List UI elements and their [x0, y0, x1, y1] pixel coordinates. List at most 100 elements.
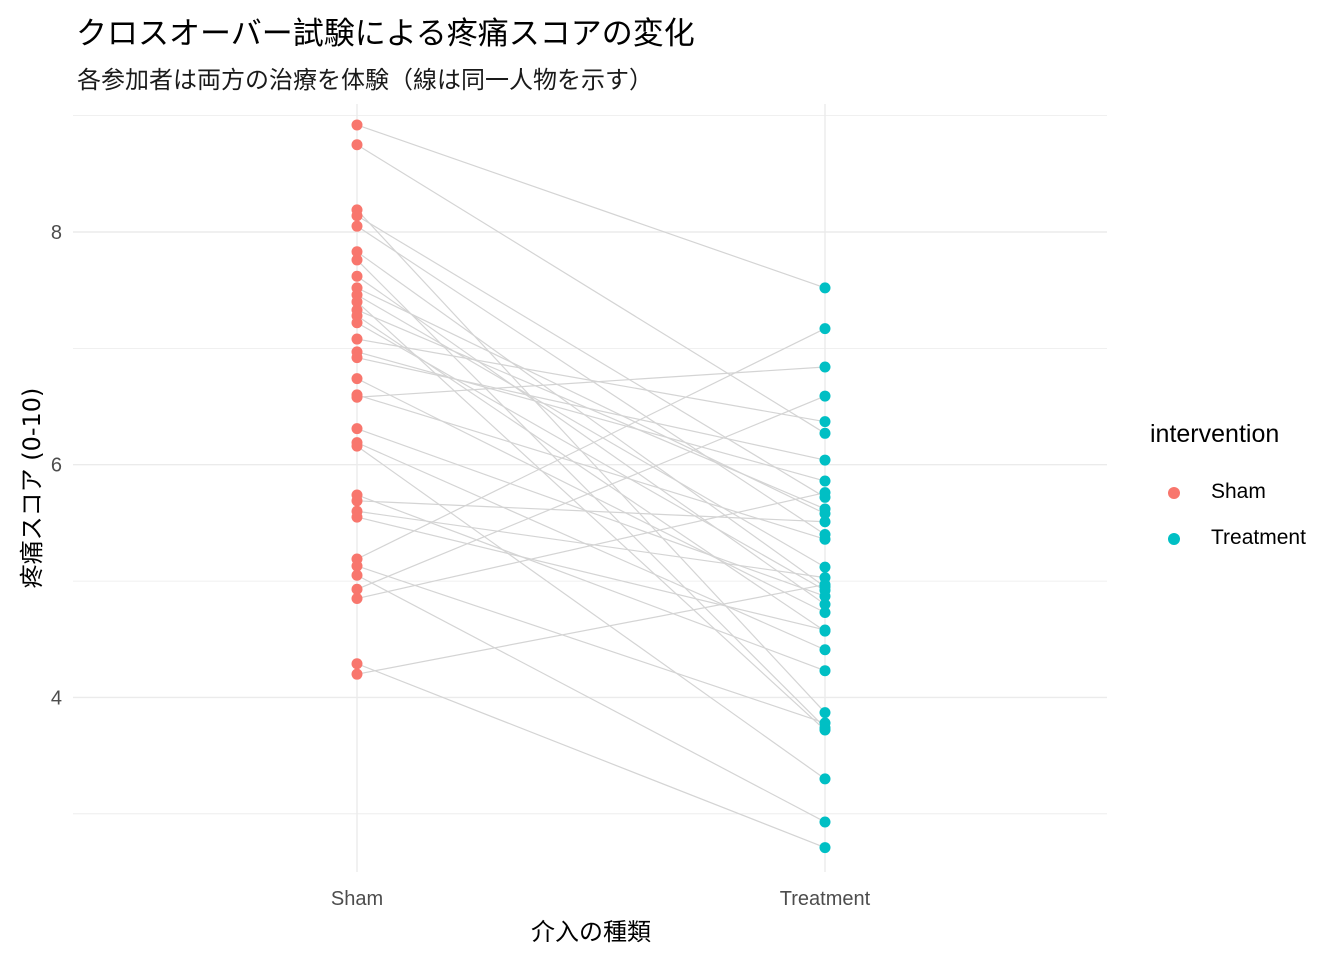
point-sham	[351, 495, 363, 507]
legend: intervention Sham Treatment	[1150, 420, 1306, 549]
y-tick-label: 4	[51, 687, 62, 709]
point-treatment	[819, 773, 831, 785]
legend-key-treatment	[1168, 533, 1180, 545]
participant-line	[356, 259, 826, 729]
x-tick-labels: Sham Treatment	[331, 888, 871, 910]
participant-line	[356, 322, 826, 591]
point-sham	[351, 583, 363, 595]
chart-title: クロスオーバー試験による疼痛スコアの変化	[76, 16, 695, 52]
point-sham	[351, 668, 363, 680]
legend-label-sham: Sham	[1211, 480, 1266, 503]
legend-label-treatment: Treatment	[1211, 526, 1306, 549]
point-treatment	[819, 665, 831, 677]
data-points	[351, 119, 831, 854]
point-sham	[351, 391, 363, 403]
participant-line	[356, 215, 826, 498]
x-tick-label: Sham	[331, 888, 383, 910]
y-tick-label: 8	[51, 222, 62, 244]
point-treatment	[819, 590, 831, 602]
point-treatment	[819, 503, 831, 515]
point-sham	[351, 423, 363, 435]
point-sham	[351, 246, 363, 258]
point-treatment	[819, 454, 831, 466]
point-treatment	[819, 416, 831, 428]
participant-line	[356, 394, 826, 540]
legend-item-treatment: Treatment	[1150, 524, 1344, 554]
participant-line	[356, 492, 826, 600]
participant-line	[356, 315, 826, 632]
point-sham	[351, 658, 363, 670]
participant-line	[356, 510, 826, 579]
participant-line	[356, 395, 826, 590]
point-treatment	[819, 717, 831, 729]
point-sham	[351, 270, 363, 282]
participant-line	[356, 338, 826, 423]
point-sham	[351, 373, 363, 385]
point-sham	[351, 569, 363, 581]
point-sham	[351, 333, 363, 345]
grid-lines	[73, 104, 1107, 872]
participant-line	[356, 583, 826, 675]
point-treatment	[819, 624, 831, 636]
participant-line	[356, 663, 826, 849]
point-sham	[351, 560, 363, 572]
y-tick-labels: 4 6 8	[51, 222, 62, 709]
participant-line	[356, 378, 826, 614]
point-treatment	[819, 579, 831, 591]
point-treatment	[819, 323, 831, 335]
point-sham	[351, 352, 363, 364]
participant-line	[356, 516, 826, 631]
participant-line	[356, 251, 826, 588]
participant-line	[356, 301, 826, 731]
legend-key-sham	[1168, 487, 1180, 499]
point-sham	[351, 254, 363, 266]
point-sham	[351, 296, 363, 308]
participant-line	[356, 428, 826, 597]
participant-line	[356, 565, 826, 724]
participant-line	[356, 445, 826, 780]
participant-line	[356, 351, 826, 482]
point-sham	[351, 593, 363, 605]
point-treatment	[819, 282, 831, 294]
point-treatment	[819, 487, 831, 499]
legend-item-sham: Sham	[1150, 478, 1344, 508]
point-treatment	[819, 516, 831, 528]
participant-line	[356, 124, 826, 289]
point-sham	[351, 139, 363, 151]
point-treatment	[819, 707, 831, 719]
y-tick-label: 6	[51, 455, 62, 477]
x-axis-title: 介入の種類	[531, 918, 651, 946]
participant-line	[356, 328, 826, 560]
participant-line	[356, 366, 826, 398]
paired-lines	[356, 124, 826, 849]
point-sham	[351, 511, 363, 523]
point-sham	[351, 440, 363, 452]
point-sham	[351, 119, 363, 131]
participant-line	[356, 144, 826, 434]
point-treatment	[819, 816, 831, 828]
point-treatment	[819, 390, 831, 402]
point-treatment	[819, 607, 831, 619]
participant-line	[356, 209, 826, 713]
point-treatment	[819, 598, 831, 610]
point-treatment	[819, 561, 831, 573]
participant-line	[356, 357, 826, 461]
participant-line	[356, 294, 826, 568]
legend-title: intervention	[1150, 420, 1280, 448]
y-axis-title: 疼痛スコア (0-10)	[18, 388, 46, 589]
participant-line	[356, 494, 826, 672]
point-treatment	[819, 842, 831, 854]
point-sham	[351, 220, 363, 232]
chart-subtitle: 各参加者は両方の治療を体験（線は同一人物を示す）	[77, 66, 653, 94]
point-treatment	[819, 475, 831, 487]
participant-line	[356, 574, 826, 823]
x-tick-label: Treatment	[780, 888, 871, 910]
point-treatment	[819, 533, 831, 545]
participant-line	[356, 500, 826, 523]
point-treatment	[819, 644, 831, 656]
point-treatment	[819, 427, 831, 439]
point-sham	[351, 210, 363, 222]
point-treatment	[819, 361, 831, 373]
participant-line	[356, 275, 826, 605]
